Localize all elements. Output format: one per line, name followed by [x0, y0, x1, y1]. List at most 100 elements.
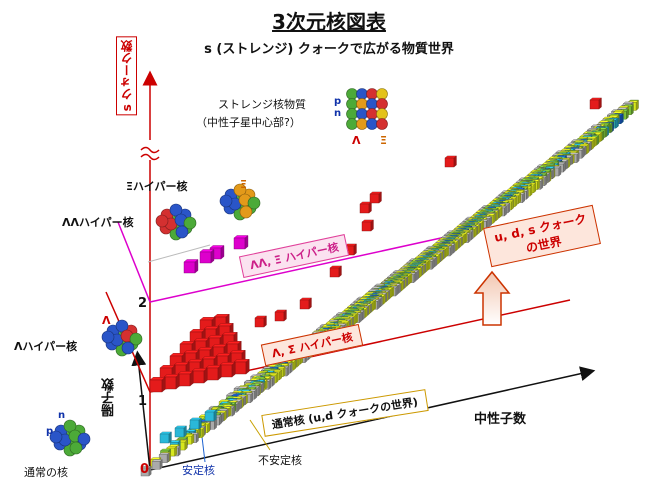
nucleon-ball: [356, 88, 368, 100]
nucleon-ball: [77, 432, 91, 446]
lambda-hypernucleus-cube: [299, 297, 312, 310]
lambda-hypernucleus-cube: [369, 191, 382, 204]
nucleon-ball: [121, 341, 135, 355]
nucleon-ball: [175, 225, 189, 239]
nucleon-ball: [115, 319, 129, 333]
normal-nucleus-label: 通常の核: [24, 466, 68, 479]
nucleon-ball: [366, 88, 378, 100]
nucleon-ball: [346, 118, 358, 130]
lambda-hypernucleus-cube: [219, 361, 236, 378]
nucleon-ball: [376, 108, 388, 120]
nucleon-ball: [183, 216, 197, 230]
lambda-hypernucleus-cube: [163, 373, 180, 390]
nuclide-cube-field: [140, 99, 640, 477]
nucleon-ball: [376, 98, 388, 110]
stable-nucleus-cube: [189, 417, 202, 430]
double-hypernucleus-cube: [199, 249, 215, 264]
double-hypernucleus-cube: [233, 235, 249, 250]
lambda-hypernucleus-cube: [254, 315, 267, 328]
unstable-nuclei-label: 不安定核: [258, 454, 302, 467]
nucleon-ball: [366, 118, 378, 130]
ll-hypernucleus-cluster: [155, 203, 197, 241]
normal-p-label: p: [46, 426, 54, 437]
nucleus-clusters: [49, 88, 388, 457]
strange-matter-cluster: [346, 88, 388, 130]
nucleon-ball: [129, 332, 143, 346]
nucleon-ball: [356, 98, 368, 110]
s-tick-2: 2: [138, 296, 148, 311]
stable-nucleus-cube: [159, 431, 172, 444]
lambda-hypernucleus-cube: [359, 201, 372, 214]
nucleon-ball: [356, 108, 368, 120]
nucleon-ball: [346, 98, 358, 110]
strange-n-label: n: [334, 108, 342, 119]
nucleon-ball: [101, 330, 115, 344]
proton-axis-label: 陽子数: [102, 378, 117, 417]
proton-axis-line: [131, 350, 151, 471]
nucleon-ball: [376, 118, 388, 130]
nucleon-ball: [233, 183, 247, 197]
nucleon-ball: [49, 430, 63, 444]
normal-nucleus-cluster: [49, 419, 91, 457]
s-tick-0: 0: [140, 462, 150, 477]
xi-hypernucleus-cluster: [219, 183, 261, 221]
stable-nucleus-cube: [174, 425, 187, 438]
lambda-hypernucleus-cube: [177, 370, 194, 387]
nucleon-ball: [356, 118, 368, 130]
lambda-hypernucleus-cube: [274, 309, 287, 322]
nuclide-cube: [158, 452, 170, 464]
page-subtitle: s (ストレンジ) クォークで広がる物質世界: [204, 42, 454, 57]
lambda-hypernucleus-cube: [444, 155, 457, 168]
lambda-hypernucleus-cube: [191, 367, 208, 384]
nucleon-ball: [63, 419, 77, 433]
nucleon-ball: [169, 203, 183, 217]
nucleon-ball: [366, 108, 378, 120]
nucleon-ball: [346, 88, 358, 100]
lambda-hypernucleus-cube: [225, 340, 242, 357]
nucleon-ball: [376, 88, 388, 100]
lambda-hypernucleus-cube: [205, 364, 222, 381]
hypernuclei-cubes: [149, 97, 602, 444]
double-hypernucleus-cube: [183, 259, 199, 274]
lambda-hypernucleus-cube: [361, 219, 374, 232]
nucleon-ball: [247, 196, 261, 210]
xi-hypernucleus-label: Ξハイパー核: [126, 180, 188, 193]
nucleon-ball: [219, 194, 233, 208]
lambda-hypernucleus-cube: [233, 358, 250, 375]
nuclide-cube: [140, 465, 152, 477]
lambda-hypernucleus-cube: [344, 243, 357, 256]
strange-p-label: p: [334, 96, 342, 107]
neutron-axis-label: 中性子数: [474, 412, 527, 427]
s-tick-1: 1: [138, 394, 148, 409]
stable-nuclei-label: 安定核: [182, 464, 215, 477]
neutron-star-label: （中性子星中心部?）: [196, 116, 301, 129]
double-hypernucleus-cube: [209, 245, 225, 260]
axis-break: [140, 146, 160, 161]
lambda-hypernucleus-cube: [589, 97, 602, 110]
neutron-axis-line: [149, 366, 596, 471]
ll-hypernucleus-label: ΛΛハイパー核: [62, 216, 134, 229]
strange-xi-label: Ξ: [380, 134, 387, 147]
nuclide-cube: [151, 459, 163, 470]
nucleon-ball: [155, 214, 169, 228]
lambda-hypernucleus-cube: [169, 352, 186, 369]
lambda-hypernucleus-cube: [329, 265, 342, 278]
s-axis-label: s クォーク数: [116, 36, 137, 116]
lambda-hypernucleus-cube: [149, 376, 166, 393]
lambda-hypernucleus-cluster: [101, 319, 143, 357]
nucleon-ball: [346, 108, 358, 120]
normal-n-label: n: [58, 410, 66, 421]
xi-cluster-label: Ξ: [240, 178, 247, 191]
nucleon-ball: [69, 441, 83, 455]
l-hypernucleus-label: Λハイパー核: [14, 340, 78, 353]
big-up-arrow: [473, 270, 511, 326]
page-title: 3次元核図表: [272, 10, 386, 34]
strange-lambda-label: Λ: [352, 134, 361, 147]
stable-nucleus-cube: [204, 409, 217, 422]
strange-matter-label: ストレンジ核物質: [218, 98, 306, 111]
lambda-cluster-label: Λ: [102, 314, 111, 327]
nucleon-ball: [239, 205, 253, 219]
nucleon-ball: [366, 98, 378, 110]
